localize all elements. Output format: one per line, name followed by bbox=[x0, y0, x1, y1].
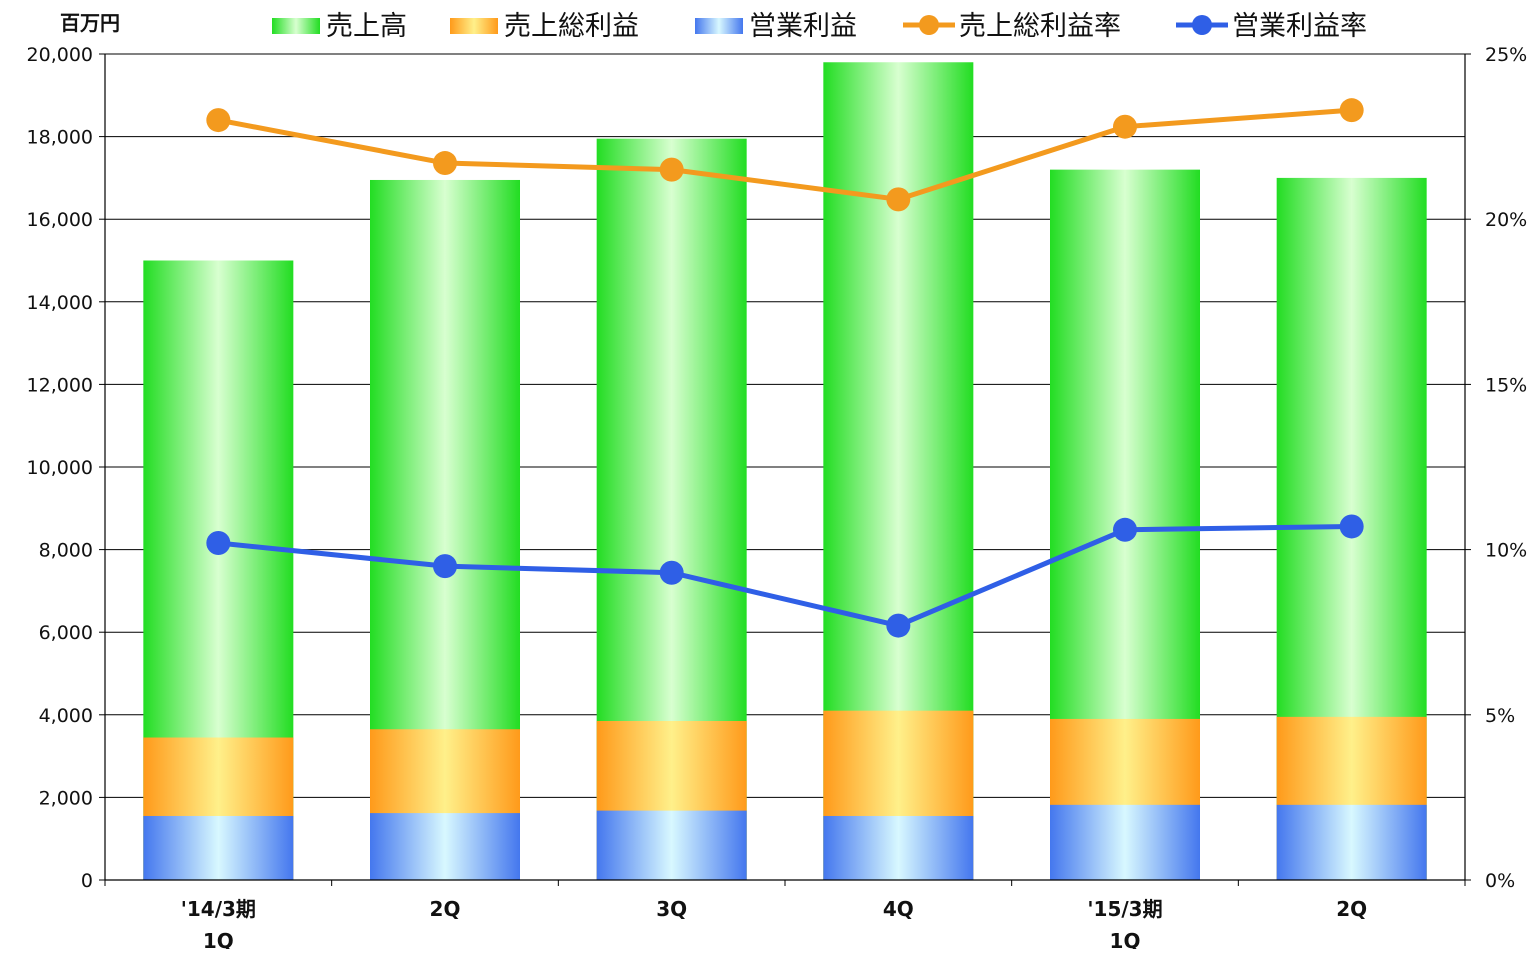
x-tick-label: 3Q bbox=[656, 897, 687, 921]
x-tick-label: '14/3期 bbox=[181, 897, 256, 921]
y-left-tick-label: 8,000 bbox=[39, 540, 93, 562]
y-left-tick-label: 2,000 bbox=[39, 787, 93, 809]
point-営業利益率-4 bbox=[1113, 517, 1137, 542]
legend-label-売上総利益: 売上総利益 bbox=[504, 11, 639, 42]
bar-営業利益-4 bbox=[1050, 804, 1200, 880]
point-売上総利益率-0 bbox=[206, 108, 231, 133]
y-right-tick-label: 0% bbox=[1485, 870, 1515, 892]
y-left-tick-label: 12,000 bbox=[27, 374, 93, 396]
y-right-tick-label: 15% bbox=[1485, 374, 1527, 396]
legend-label-営業利益率: 営業利益率 bbox=[1232, 11, 1367, 42]
point-売上総利益率-4 bbox=[1113, 114, 1137, 139]
y-left-tick-label: 14,000 bbox=[27, 292, 93, 314]
x-tick-label: 2Q bbox=[1336, 897, 1367, 921]
point-売上総利益率-3 bbox=[886, 187, 911, 212]
line-売上総利益率 bbox=[217, 107, 1352, 202]
y-left-tick-label: 18,000 bbox=[27, 127, 93, 149]
y-left-unit-label: 百万円 bbox=[60, 11, 120, 35]
point-営業利益率-2 bbox=[659, 560, 684, 585]
y-right-tick-label: 10% bbox=[1485, 540, 1527, 562]
point-営業利益率-5 bbox=[1339, 514, 1364, 539]
point-営業利益率-1 bbox=[433, 554, 457, 579]
point-営業利益率-3 bbox=[886, 613, 911, 638]
grid-lines bbox=[105, 53, 1465, 798]
y-right-tick-label: 20% bbox=[1485, 209, 1527, 231]
point-売上総利益率-1 bbox=[433, 151, 457, 176]
bars bbox=[143, 62, 1427, 881]
bar-営業利益-3 bbox=[823, 815, 974, 880]
y-left-tick-label: 4,000 bbox=[39, 705, 93, 727]
lines bbox=[206, 98, 1364, 638]
bar-営業利益-1 bbox=[370, 813, 520, 880]
legend: 売上高 売上総利益 営業利益 売上総利益率 営業利益率 bbox=[272, 11, 1367, 42]
point-営業利益率-0 bbox=[206, 530, 231, 555]
y-left-tick-label: 6,000 bbox=[39, 622, 93, 644]
bar-営業利益-5 bbox=[1276, 804, 1427, 880]
legend-swatch-営業利益 bbox=[695, 18, 743, 34]
point-売上総利益率-5 bbox=[1339, 98, 1364, 123]
line-営業利益率 bbox=[218, 523, 1352, 629]
legend-label-営業利益: 営業利益 bbox=[749, 11, 857, 42]
y-left-tick-label: 10,000 bbox=[27, 457, 93, 479]
bar-営業利益-2 bbox=[596, 810, 747, 880]
x-tick-label: 4Q bbox=[883, 897, 914, 921]
x-tick-label: 1Q bbox=[1110, 929, 1141, 949]
y-left-tick-label: 0 bbox=[81, 870, 93, 892]
legend-swatch-売上高 bbox=[272, 18, 320, 34]
legend-label-売上総利益率: 売上総利益率 bbox=[959, 11, 1121, 42]
legend-swatch-売上総利益 bbox=[450, 18, 498, 34]
legend-swatch-marker-営業利益率 bbox=[1192, 15, 1212, 35]
x-tick-label: 2Q bbox=[430, 897, 461, 921]
legend-swatch-marker-売上総利益率 bbox=[919, 15, 939, 35]
legend-label-売上高: 売上高 bbox=[326, 11, 407, 42]
y-left-tick-label: 16,000 bbox=[27, 209, 93, 231]
x-tick-label: 1Q bbox=[203, 929, 234, 949]
axes: 0 2,000 4,000 6,000 8,000 10,000 12,000 14,000 1… bbox=[27, 11, 1528, 953]
bar-営業利益-0 bbox=[143, 815, 294, 880]
point-売上総利益率-2 bbox=[659, 157, 684, 182]
y-right-tick-label: 25% bbox=[1485, 44, 1527, 66]
x-tick-label: '15/3期 bbox=[1087, 897, 1162, 921]
y-left-tick-label: 20,000 bbox=[27, 44, 93, 66]
y-right-tick-label: 5% bbox=[1485, 705, 1515, 727]
